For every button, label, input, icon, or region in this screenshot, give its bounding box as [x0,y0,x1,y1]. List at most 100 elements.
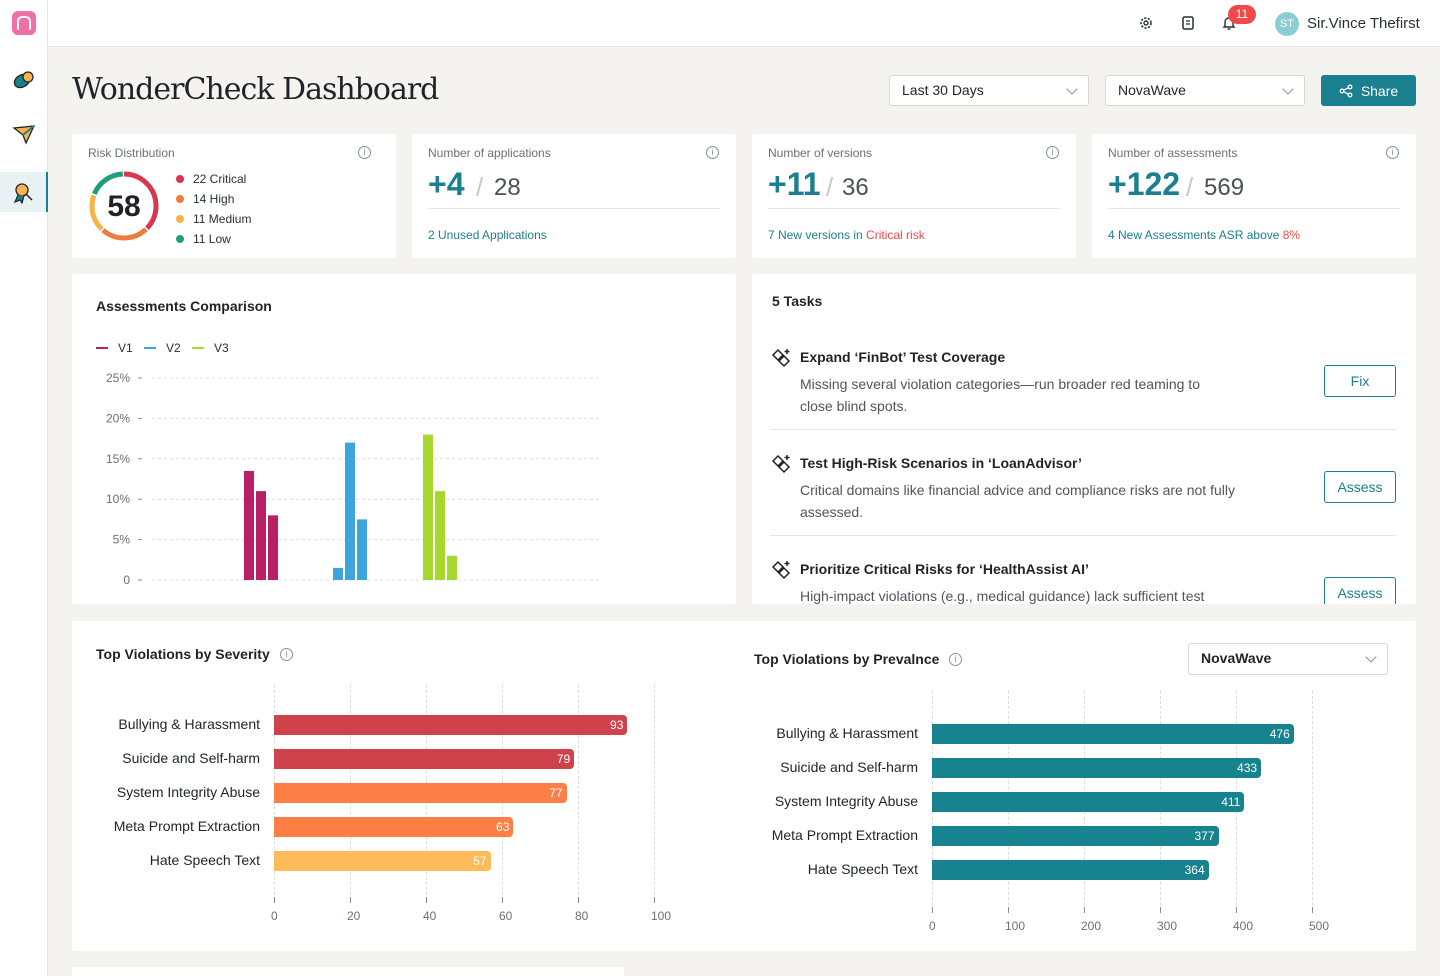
x-tick-mark [1084,907,1085,913]
x-tick-mark [274,897,275,903]
bar-V3-0[interactable] [423,434,433,580]
severity-chart: 0 20 40 60 80 100 Bullying & Harassment 93 Suici… [72,681,712,941]
violations-card: Top Violations by Severity i 0 20 40 60 80 10… [72,621,1416,951]
bar-2[interactable] [274,783,567,803]
bar-V2-0[interactable] [333,567,343,580]
share-label: Share [1360,82,1399,99]
bar-1[interactable] [932,758,1262,778]
bar-V1-0[interactable] [244,470,254,580]
task-title: Prioritize Critical Risks for ‘HealthAss… [800,561,1089,577]
legend-label-V2: V2 [166,341,181,355]
stat-footer-highlight: Critical risk [866,228,925,242]
severity-title: Top Violations by Severity [96,646,270,662]
date-range-value: Last 30 Days [902,82,984,98]
legend-high-text: 14 High [193,192,235,206]
chevron-down-icon [1282,83,1294,95]
bar-category-label: System Integrity Abuse [774,793,918,809]
y-tick-label: 25% [106,371,130,385]
task-description: Critical domains like financial advice a… [800,482,1235,520]
legend-label-V1: V1 [118,341,133,355]
prevalence-app-value: NovaWave [1201,650,1272,666]
x-tick-label: 500 [1309,919,1330,933]
bar-4[interactable] [932,860,1209,880]
bar-value-label: 77 [549,786,563,800]
share-button[interactable]: Share [1321,75,1416,106]
gridline [578,685,579,895]
legend-high: 14 High [176,192,234,206]
info-icon[interactable]: i [949,653,962,666]
fix-button[interactable]: Fix [1324,365,1396,397]
x-tick-label: 0 [271,909,278,923]
bar-V2-1[interactable] [345,442,355,580]
bar-V1-2[interactable] [268,515,278,580]
stat-total: 28 [494,174,521,201]
stat-footer-link[interactable]: 4 New Assessments ASR above 8% [1108,228,1300,242]
assess-button[interactable]: Assess [1324,471,1396,503]
x-tick-mark [1008,907,1009,913]
docs-icon[interactable] [1179,14,1197,32]
bar-V2-2[interactable] [357,519,367,580]
info-icon[interactable]: i [1386,146,1399,159]
assess-button[interactable]: Assess [1324,577,1396,604]
stat-total: 36 [842,174,869,201]
medium-dot [176,215,184,223]
sidebar-item-tests[interactable] [10,120,38,148]
risk-distribution-card: Risk Distribution i 58 22 Critical 14 Hi… [72,134,396,258]
app-logo[interactable] [12,11,36,35]
stat-footer-link[interactable]: 7 New versions in Critical risk [768,228,925,242]
assessments-comparison-card: Assessments Comparison V1 V2 V3 25% 20% 15% 10… [72,274,736,604]
chevron-down-icon [1066,83,1078,95]
bar-value-label: 476 [1269,727,1290,741]
legend-low-text: 11 Low [193,232,231,246]
settings-icon[interactable] [1137,14,1155,32]
stat-delta: +122 [1108,166,1181,202]
prevalence-app-select[interactable]: NovaWave [1188,643,1388,675]
bar-V3-2[interactable] [447,555,457,580]
task-sparkle-icon [771,454,791,474]
bar-3[interactable] [274,817,514,837]
date-range-select[interactable]: Last 30 Days [889,75,1089,106]
bar-value-label: 63 [496,820,510,834]
sidebar-item-dashboard[interactable] [10,178,38,206]
legend-low: 11 Low [176,232,231,246]
bar-4[interactable] [274,851,491,871]
sidebar-item-overview[interactable] [10,66,38,94]
bar-category-label: Suicide and Self-harm [780,759,918,775]
info-icon[interactable]: i [706,146,719,159]
x-tick-label: 40 [423,909,437,923]
bar-3[interactable] [932,826,1219,846]
info-icon[interactable]: i [358,146,371,159]
bar-category-label: Hate Speech Text [807,861,918,877]
divider [428,208,720,209]
user-name[interactable]: Sir.Vince Thefirst [1307,15,1420,32]
task-title: Test High-Risk Scenarios in ‘LoanAdvisor… [800,455,1082,471]
bar-V1-1[interactable] [256,491,266,580]
prevalence-chart: 0 100 200 300 400 500 Bullying & Harassment 476… [744,681,1416,951]
bar-value-label: 364 [1184,863,1205,877]
x-tick-mark [932,907,933,913]
bar-0[interactable] [274,715,628,735]
stat-slash: / [826,172,834,202]
stat-slash: / [476,172,484,202]
risk-donut [89,171,159,241]
pills-icon [13,71,34,89]
info-icon[interactable]: i [1046,146,1059,159]
share-icon [1339,84,1353,97]
info-icon[interactable]: i [280,648,293,661]
divider [1108,208,1400,209]
y-tick-label: 20% [106,411,130,425]
legend-critical-text: 22 Critical [193,172,247,186]
bar-0[interactable] [932,724,1294,744]
stat-footer-text: 7 New versions in [768,228,867,242]
stat-footer-highlight: 8% [1282,228,1301,242]
avatar[interactable]: ST [1275,12,1299,36]
bar-1[interactable] [274,749,575,769]
sidebar [0,0,48,976]
bar-2[interactable] [932,792,1245,812]
x-tick-mark [350,897,351,903]
application-select[interactable]: NovaWave [1105,75,1305,106]
y-tick-label: 15% [106,452,130,466]
bar-V3-1[interactable] [435,491,445,580]
stat-footer-link[interactable]: 2 Unused Applications [428,228,547,242]
task-description: High-impact violations (e.g., medical gu… [800,588,1205,604]
